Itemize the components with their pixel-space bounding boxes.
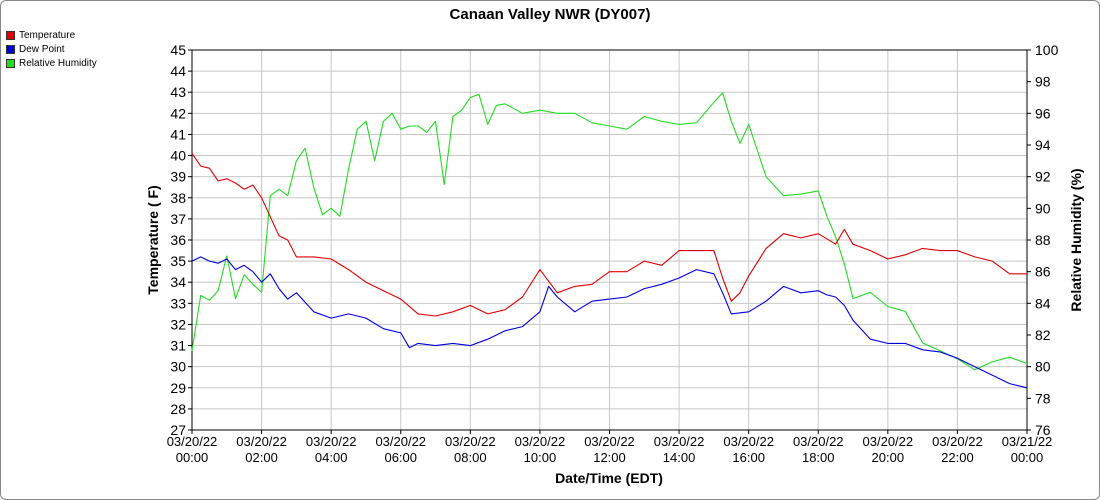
chart-title: Canaan Valley NWR (DY007): [450, 6, 651, 23]
legend-item-relative-humidity: Relative Humidity: [6, 56, 97, 70]
legend-item-dew-point: Dew Point: [6, 42, 97, 56]
series-layer: [191, 92, 1028, 389]
x-tick-label-date: 03/21/22: [1002, 434, 1053, 449]
y2-tick-label: 90: [1035, 200, 1051, 216]
y2-tick-label: 98: [1035, 74, 1051, 90]
x-tick-label-time: 14:00: [663, 450, 696, 465]
x-axis-label: Date/Time (EDT): [555, 470, 663, 486]
y2-tick-label: 96: [1035, 105, 1051, 121]
y-tick-label: 28: [170, 401, 186, 417]
x-tick-label-date: 03/20/22: [306, 434, 357, 449]
x-tick-label-time: 00:00: [1011, 450, 1044, 465]
legend-label: Relative Humidity: [19, 57, 97, 69]
y-axis-label: Temperature ( F): [145, 185, 161, 294]
y-tick-label: 40: [170, 148, 186, 164]
y2-tick-label: 84: [1035, 295, 1051, 311]
y-tick-label: 43: [170, 84, 186, 100]
y2-tick-label: 94: [1035, 137, 1051, 153]
y-tick-label: 39: [170, 169, 186, 185]
y-tick-label: 35: [170, 253, 186, 269]
legend-swatch: [6, 44, 15, 54]
x-tick-label-time: 18:00: [802, 450, 835, 465]
x-tick-label-date: 03/20/22: [375, 434, 426, 449]
x-tick-label-time: 10:00: [524, 450, 557, 465]
y2-tick-label: 78: [1035, 390, 1051, 406]
y2-axis-label: Relative Humidity (%): [1068, 168, 1084, 311]
x-tick-label-date: 03/20/22: [932, 434, 983, 449]
x-tick-label-time: 16:00: [732, 450, 765, 465]
y2-tick-label: 80: [1035, 359, 1051, 375]
y-tick-label: 27: [170, 422, 186, 438]
y2-tick-label: 82: [1035, 327, 1051, 343]
x-tick-label-date: 03/20/22: [515, 434, 566, 449]
y2-tick-label: 88: [1035, 232, 1051, 248]
x-tick-label-time: 02:00: [245, 450, 278, 465]
y-tick-label: 29: [170, 380, 186, 396]
y-tick-label: 32: [170, 316, 186, 332]
x-tick-label-date: 03/20/22: [167, 434, 218, 449]
x-tick-label-date: 03/20/22: [863, 434, 914, 449]
y-tick-label: 31: [170, 338, 186, 354]
y-tick-label: 45: [170, 42, 186, 58]
x-tick-label-date: 03/20/22: [445, 434, 496, 449]
y-tick-label: 44: [170, 63, 186, 79]
y-tick-label: 33: [170, 295, 186, 311]
y-tick-label: 34: [170, 274, 186, 290]
y-tick-label: 37: [170, 211, 186, 227]
x-tick-label-time: 00:00: [176, 450, 209, 465]
series-line-dew-point: [191, 256, 1028, 389]
legend-label: Temperature: [19, 29, 76, 41]
grid: [191, 49, 1028, 431]
legend: Temperature Dew Point Relative Humidity: [6, 28, 97, 70]
x-tick-label-time: 12:00: [593, 450, 626, 465]
y2-tick-label: 76: [1035, 422, 1051, 438]
legend-swatch: [6, 30, 15, 40]
series-line-temperature: [191, 153, 1027, 317]
legend-swatch: [6, 58, 15, 68]
x-tick-label-time: 08:00: [454, 450, 487, 465]
x-tick-label-date: 03/20/22: [723, 434, 774, 449]
y-tick-label: 38: [170, 190, 186, 206]
x-tick-label-date: 03/20/22: [236, 434, 287, 449]
y-tick-label: 42: [170, 105, 186, 121]
legend-label: Dew Point: [19, 43, 65, 55]
y-tick-label: 36: [170, 232, 186, 248]
x-tick-label-date: 03/20/22: [584, 434, 635, 449]
x-tick-label-time: 22:00: [941, 450, 974, 465]
x-tick-label-date: 03/20/22: [654, 434, 705, 449]
series-line-relative-humidity: [191, 92, 1028, 371]
y-tick-label: 30: [170, 359, 186, 375]
x-tick-label-date: 03/20/22: [793, 434, 844, 449]
x-tick-label-time: 04:00: [315, 450, 348, 465]
axes: 27 28 29 30 31 32 33 34 35 36 37 38 39 40 41 42 43 44 45 76…: [167, 42, 1059, 465]
y2-tick-label: 92: [1035, 169, 1051, 185]
x-tick-label-time: 20:00: [872, 450, 905, 465]
y-tick-label: 41: [170, 126, 186, 142]
y2-tick-label: 86: [1035, 264, 1051, 280]
x-tick-label-time: 06:00: [384, 450, 417, 465]
legend-item-temperature: Temperature: [6, 28, 97, 42]
y2-tick-label: 100: [1035, 42, 1059, 58]
